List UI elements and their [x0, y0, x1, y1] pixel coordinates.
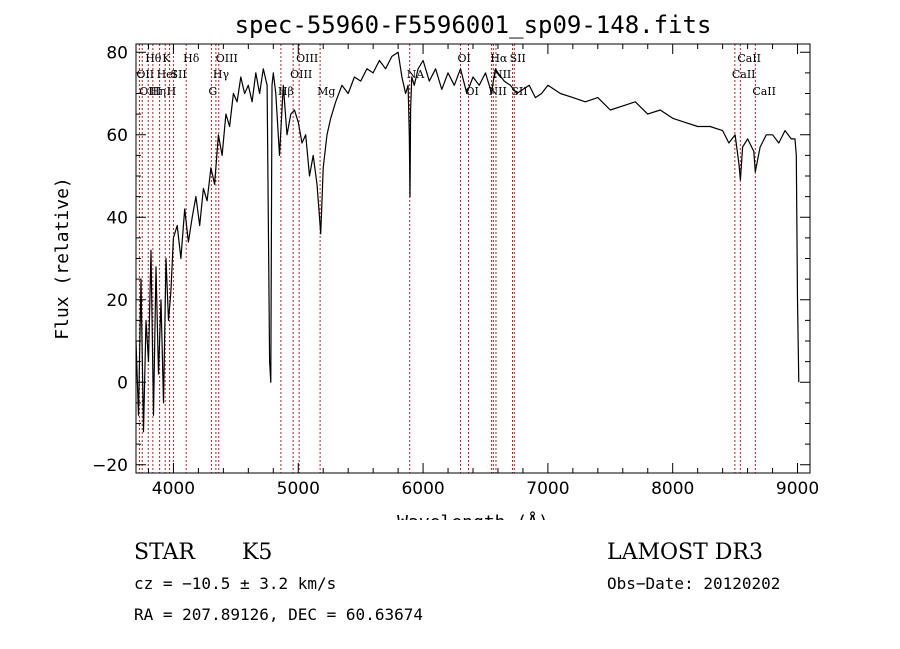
spectral-line-label-26: CaII [752, 85, 776, 98]
spectral-line-label-5: K [162, 52, 171, 65]
y-tick-label: −20 [92, 456, 128, 476]
object-subclass: K5 [242, 540, 273, 565]
spectral-line-label-23: SII [511, 85, 527, 98]
spectral-line-label-4: HeI [157, 68, 177, 81]
coordinates-label: RA = 207.89126, DEC = 60.63674 [134, 605, 423, 624]
spectral-line-label-14: OIII [296, 52, 318, 65]
spectral-line-label-13: OIII [290, 68, 312, 81]
spectral-line-label-0: Hθ [145, 52, 162, 65]
x-tick-label: 9000 [776, 479, 819, 499]
y-tick-label: 20 [106, 291, 128, 311]
chart-title: spec-55960-F5596001_sp09-148.fits [235, 11, 712, 39]
y-tick-label: 80 [106, 43, 128, 63]
spectral-line-label-15: Mg [317, 85, 335, 98]
spectral-line-label-2: OIII [139, 85, 161, 98]
spectral-line-label-17: OI [458, 52, 471, 65]
object-class: STAR [134, 540, 195, 565]
y-axis-label: Flux (relative) [52, 177, 73, 340]
spectrum-plot: spec-55960-F5596001_sp09-148.fits 4000 500… [52, 11, 819, 520]
x-axis-label: Wavelength (Å) [397, 511, 549, 520]
y-tick-label: 0 [117, 373, 128, 393]
redshift-label: cz = −10.5 ± 3.2 km/s [134, 574, 337, 593]
spectral-line-label-11: G [208, 85, 217, 98]
spectral-line-label-1: OII [136, 68, 154, 81]
x-tick-label: 6000 [401, 479, 444, 499]
spectral-line-label-18: OI [466, 85, 479, 98]
obs-date-label: Obs−Date: 20120202 [607, 574, 781, 593]
spectral-line-label-24: CaII [737, 52, 761, 65]
spectral-line-label-7: H [167, 85, 177, 98]
y-tick-label: 60 [106, 126, 128, 146]
x-tick-label: 5000 [277, 479, 320, 499]
spectral-line-label-12: Hβ [278, 85, 294, 98]
survey-label: LAMOST DR3 [607, 540, 763, 565]
spectral-line-label-16: NA [407, 68, 426, 81]
spectral-line-label-8: Hδ [183, 52, 200, 65]
spectrum-line [135, 51, 800, 433]
spectral-line-label-21: NII [493, 68, 511, 81]
x-tick-label: 7000 [526, 479, 569, 499]
plot-frame [135, 43, 811, 474]
spectral-line-label-10: Hγ [213, 68, 230, 81]
spectral-line-label-22: SII [510, 52, 526, 65]
spectral-line-label-6: SII [170, 68, 186, 81]
spectral-line-label-20: NII [488, 85, 506, 98]
spectral-line-label-3: Hη [150, 85, 166, 98]
y-tick-label: 40 [106, 208, 128, 228]
spectral-line-label-25: CaII [732, 68, 756, 81]
spectral-line-label-9: OIII [216, 52, 238, 65]
x-tick-label: 8000 [651, 479, 694, 499]
x-tick-label: 4000 [152, 479, 195, 499]
spectral-line-label-19: Hα [490, 52, 508, 65]
